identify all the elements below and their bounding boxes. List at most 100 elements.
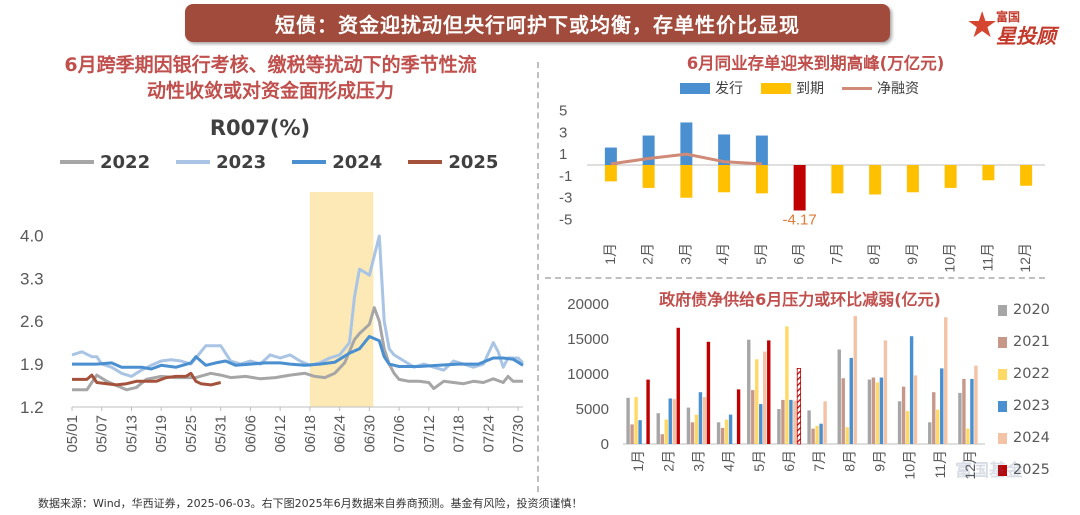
x-tick-label: 06/12: [272, 415, 289, 453]
legend-label: 2023: [216, 151, 267, 173]
legend-label: 2024: [1013, 430, 1050, 446]
legend-label: 2022: [1013, 366, 1050, 382]
y-tick-label: 5: [559, 102, 567, 119]
bar-2023: [909, 336, 914, 444]
legend-2024: 2024: [998, 422, 1050, 454]
bar-2021: [841, 378, 845, 444]
legend-2022: 2022: [998, 358, 1050, 390]
bar-2021: [811, 428, 815, 444]
legend-label: 到期: [796, 81, 824, 97]
series-line-2022: [72, 306, 523, 392]
x-tick-label: 1月: [602, 243, 618, 265]
x-tick-label: 06/30: [361, 415, 378, 453]
legend-swatch: [998, 368, 1007, 380]
x-tick-label: 2月: [660, 450, 676, 472]
bar-2022: [815, 425, 819, 444]
bar-2023: [668, 398, 672, 444]
ncd-chart-title: 6月同业存单迎来到期高峰(万亿元): [686, 54, 945, 73]
left-title-line1: 6月跨季期因银行考核、缴税等扰动下的季节性流: [64, 54, 477, 76]
series-line-2023: [71, 234, 525, 378]
series-line-2024: [72, 335, 524, 371]
legend-issue: 发行: [680, 78, 743, 98]
x-tick-label: 7月: [828, 243, 844, 265]
legend-2023: 2023: [176, 150, 266, 174]
x-tick-label: 8月: [866, 243, 882, 265]
bar-2023: [849, 357, 853, 444]
x-tick-label: 3月: [677, 243, 693, 265]
x-tick-label: 12月: [1017, 243, 1033, 273]
bar-2022: [845, 427, 849, 444]
x-tick-label: 05/01: [64, 415, 81, 453]
bar-issue: [718, 134, 731, 165]
legend-swatch: [176, 160, 211, 164]
bar-2024: [883, 340, 888, 444]
legend-swatch: [408, 160, 443, 164]
legend-swatch: [680, 82, 710, 94]
bar-mature: [604, 165, 617, 182]
x-tick-label: 05/13: [123, 415, 140, 453]
y-tick-label: 3.3: [20, 269, 44, 288]
legend-2020: 2020: [998, 294, 1050, 326]
bar-2022: [875, 382, 880, 444]
y-tick-label: 3: [559, 124, 567, 141]
y-tick-label: -1: [559, 168, 572, 185]
legend-swatch: [998, 336, 1007, 348]
x-tick-label: 07/24: [480, 415, 497, 453]
x-tick-label: 10月: [942, 243, 958, 273]
bar-2020: [807, 410, 811, 444]
bar-2025: [676, 327, 680, 444]
bar-2022: [634, 397, 638, 444]
legend-swatch: [998, 464, 1007, 476]
bar-2020: [928, 422, 932, 444]
bar-2025: [796, 368, 802, 445]
bar-mature: [680, 165, 693, 198]
x-tick-label: 05/31: [213, 415, 230, 453]
ncd-legend: 发行 到期 净融资: [680, 78, 919, 98]
bar-2025: [646, 379, 650, 444]
ncd-bar-chart: 5 3 1 -1 -3 -5 1月 2月 3月 4月 5月 -4.17 6月 7月 8月 9月 10月 11月 12…: [559, 102, 1045, 273]
legend-label: 发行: [715, 81, 743, 97]
x-tick-label: 11月: [932, 450, 948, 479]
bar-mature: [869, 165, 882, 195]
watermark: 富国基金: [955, 461, 1023, 481]
x-tick-label: 4月: [721, 450, 737, 472]
legend-swatch: [60, 160, 94, 164]
bar-2022: [966, 428, 970, 444]
bar-mature: [906, 165, 919, 193]
gov-bond-bar-chart: 20000 15000 10000 5000 0 1月 2月 3月 4月 5月 6月 7月 8月 9月 10…: [567, 296, 985, 480]
bar-issue: [680, 122, 693, 165]
legend-label: 2025: [448, 151, 499, 173]
bar-2021: [720, 427, 725, 444]
bar-2021: [932, 392, 936, 444]
header-title: 短债：资金迎扰动但央行呵护下或均衡，存单性价比显现: [185, 4, 890, 42]
bar-mature: [1020, 165, 1033, 186]
y-tick-label: -5: [559, 212, 572, 229]
x-tick-label: 06/24: [332, 415, 349, 453]
bar-2021: [630, 424, 634, 444]
bar-2022: [785, 326, 789, 444]
bar-2020: [686, 407, 691, 444]
star-icon: ★: [966, 5, 999, 46]
bar-2022: [664, 419, 668, 444]
y-tick-label: 15000: [567, 331, 609, 348]
y-tick-label: 1.9: [20, 355, 44, 374]
gov-bond-chart-title: 政府债净供给6月压力或环比减弱(亿元): [659, 290, 941, 309]
logo-line1: 富国: [996, 10, 1021, 24]
y-tick-label: 10000: [567, 366, 609, 383]
legend-label: 2022: [100, 151, 151, 173]
x-tick-label: 6月: [791, 243, 807, 265]
bar-2020: [837, 349, 841, 444]
bar-2023: [698, 392, 703, 444]
bar-2021: [781, 399, 785, 444]
bar-2020: [777, 409, 781, 444]
x-tick-label: 9月: [871, 450, 887, 472]
r007-legend: 2022 2023 2024 2025: [60, 150, 498, 174]
bar-2023: [819, 423, 823, 444]
highlight-label: -4.17: [783, 211, 817, 228]
x-tick-label: 5月: [753, 243, 769, 265]
bar-2023: [940, 368, 944, 444]
x-tick-label: 4月: [715, 243, 731, 265]
legend-label: 2024: [332, 151, 383, 173]
x-tick-label: 6月: [781, 450, 797, 472]
x-tick-label: 2月: [640, 243, 656, 265]
